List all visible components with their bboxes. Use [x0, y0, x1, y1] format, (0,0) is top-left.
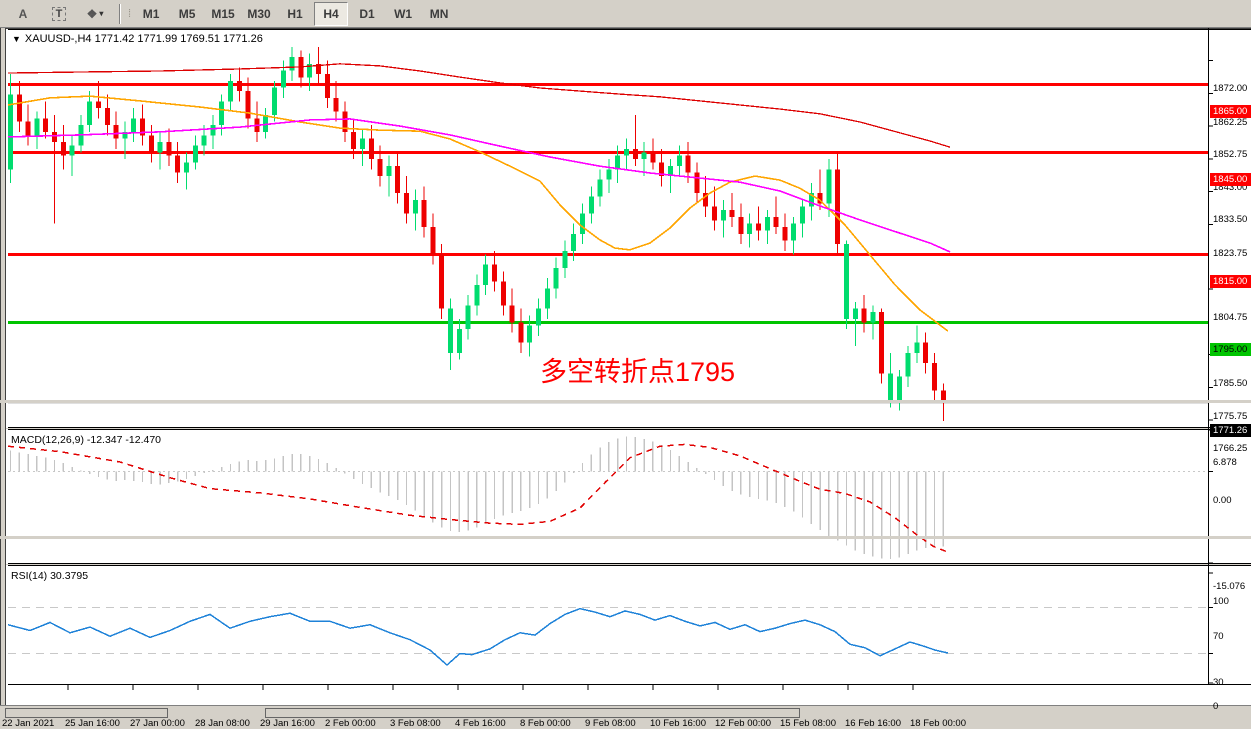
cursor-arrows-icon: ❖	[86, 6, 98, 21]
chart-plot-area[interactable]	[0, 28, 1251, 705]
timeframe-button-H1[interactable]: H1	[287, 6, 303, 21]
time-axis-label: 25 Jan 16:00	[65, 718, 120, 729]
time-axis-label: 10 Feb 16:00	[650, 718, 706, 729]
cursor-tool-button[interactable]: ❖ ▾	[78, 2, 112, 26]
panel-splitter-macd[interactable]	[0, 399, 1251, 403]
time-axis-label: 4 Feb 16:00	[455, 718, 506, 729]
price-tick-label: 1775.75	[1213, 410, 1248, 422]
price-tick-label: 1804.75	[1213, 312, 1248, 324]
rsi-indicator-label: RSI(14) 30.3795	[11, 570, 89, 582]
timeframe-button-group: M1 M5 M15 M30 H1 H4 D1 W1 MN	[134, 1, 456, 26]
dropdown-caret-icon: ▾	[99, 9, 104, 18]
timeframe-button-M5[interactable]: M5	[178, 6, 196, 21]
price-badge-1845.00: 1845.00	[1210, 173, 1251, 187]
macd-scale-max: 6.878	[1213, 457, 1237, 468]
price-tick-label: 1823.75	[1213, 247, 1248, 259]
panel-splitter-rsi[interactable]	[0, 535, 1251, 539]
time-axis-label: 29 Jan 16:00	[260, 718, 315, 729]
macd-scale-min: -15.076	[1213, 581, 1246, 592]
price-tick-label: 1862.25	[1213, 116, 1248, 128]
time-axis-label: 22 Jan 2021	[2, 718, 55, 729]
time-axis-label: 9 Feb 08:00	[585, 718, 636, 729]
time-axis-label: 27 Jan 00:00	[130, 718, 185, 729]
symbol-dropdown-icon[interactable]: ▼	[12, 34, 21, 44]
time-axis-label: 18 Feb 00:00	[910, 718, 966, 729]
chart-window: ▼ XAUUSD-,H4 1771.42 1771.99 1769.51 1771…	[0, 28, 1251, 729]
timeframe-button-D1[interactable]: D1	[359, 6, 375, 21]
price-tick-label: 1833.50	[1213, 214, 1248, 226]
time-axis-label: 28 Jan 08:00	[195, 718, 250, 729]
price-tick-label: 1766.25	[1213, 443, 1248, 454]
price-badge-1771.26: 1771.26	[1210, 423, 1251, 437]
macd-indicator-label: MACD(12,26,9) -12.347 -12.470	[11, 434, 161, 446]
symbol-title: ▼ XAUUSD-,H4 1771.42 1771.99 1769.51 1771…	[12, 33, 263, 45]
price-tick-label: 1852.75	[1213, 148, 1248, 160]
toolbar: A T ❖ ▾ ⁞ M1 M5 M15 M30 H1 H4 D1 W1 MN	[0, 0, 1251, 28]
price-badge-1865.00: 1865.00	[1210, 105, 1251, 119]
symbol-ohlc-text: XAUUSD-,H4 1771.42 1771.99 1769.51 1771.…	[24, 33, 263, 45]
rsi-level-label-70: 70	[1213, 630, 1224, 642]
macd-scale-zero: 0.00	[1213, 494, 1232, 506]
price-badge-1815.00: 1815.00	[1210, 275, 1251, 289]
time-axis-label: 3 Feb 08:00	[390, 718, 441, 729]
time-axis-label: 12 Feb 00:00	[715, 718, 771, 729]
rsi-level-label-30: 30	[1213, 676, 1224, 688]
time-axis-label: 8 Feb 00:00	[520, 718, 571, 729]
time-axis-label: 15 Feb 08:00	[780, 718, 836, 729]
price-badge-1795.00: 1795.00	[1210, 343, 1251, 357]
timeframe-button-H4[interactable]: H4	[314, 1, 349, 26]
timeframe-button-MN[interactable]: MN	[429, 6, 449, 21]
time-axis-label: 16 Feb 16:00	[845, 718, 901, 729]
price-tick-label: 1872.00	[1213, 83, 1248, 95]
toolbar-separator	[119, 3, 121, 24]
price-tick-label: 1785.50	[1213, 377, 1248, 389]
timeframe-button-M1[interactable]: M1	[142, 6, 160, 21]
annotate-tool-button[interactable]: A	[18, 6, 28, 21]
window-left-edge	[0, 28, 6, 705]
text-tool-button[interactable]: T	[42, 2, 76, 26]
rsi-level-label-100: 100	[1213, 596, 1229, 607]
rsi-level-label-0: 0	[1213, 701, 1219, 712]
toolbar-drag-handle[interactable]: ⁞	[128, 7, 131, 20]
text-tool-icon: T	[51, 6, 67, 21]
timeframe-button-W1[interactable]: W1	[394, 6, 413, 21]
chinese-annotation: 多空转折点1795	[540, 357, 736, 387]
timeframe-button-M15[interactable]: M15	[211, 6, 235, 21]
price-tick-label: 1843.00	[1213, 182, 1248, 194]
time-axis-label: 2 Feb 00:00	[325, 718, 376, 729]
chart-tab[interactable]	[265, 708, 800, 718]
chart-tab[interactable]	[5, 708, 168, 718]
timeframe-button-M30[interactable]: M30	[247, 6, 271, 21]
